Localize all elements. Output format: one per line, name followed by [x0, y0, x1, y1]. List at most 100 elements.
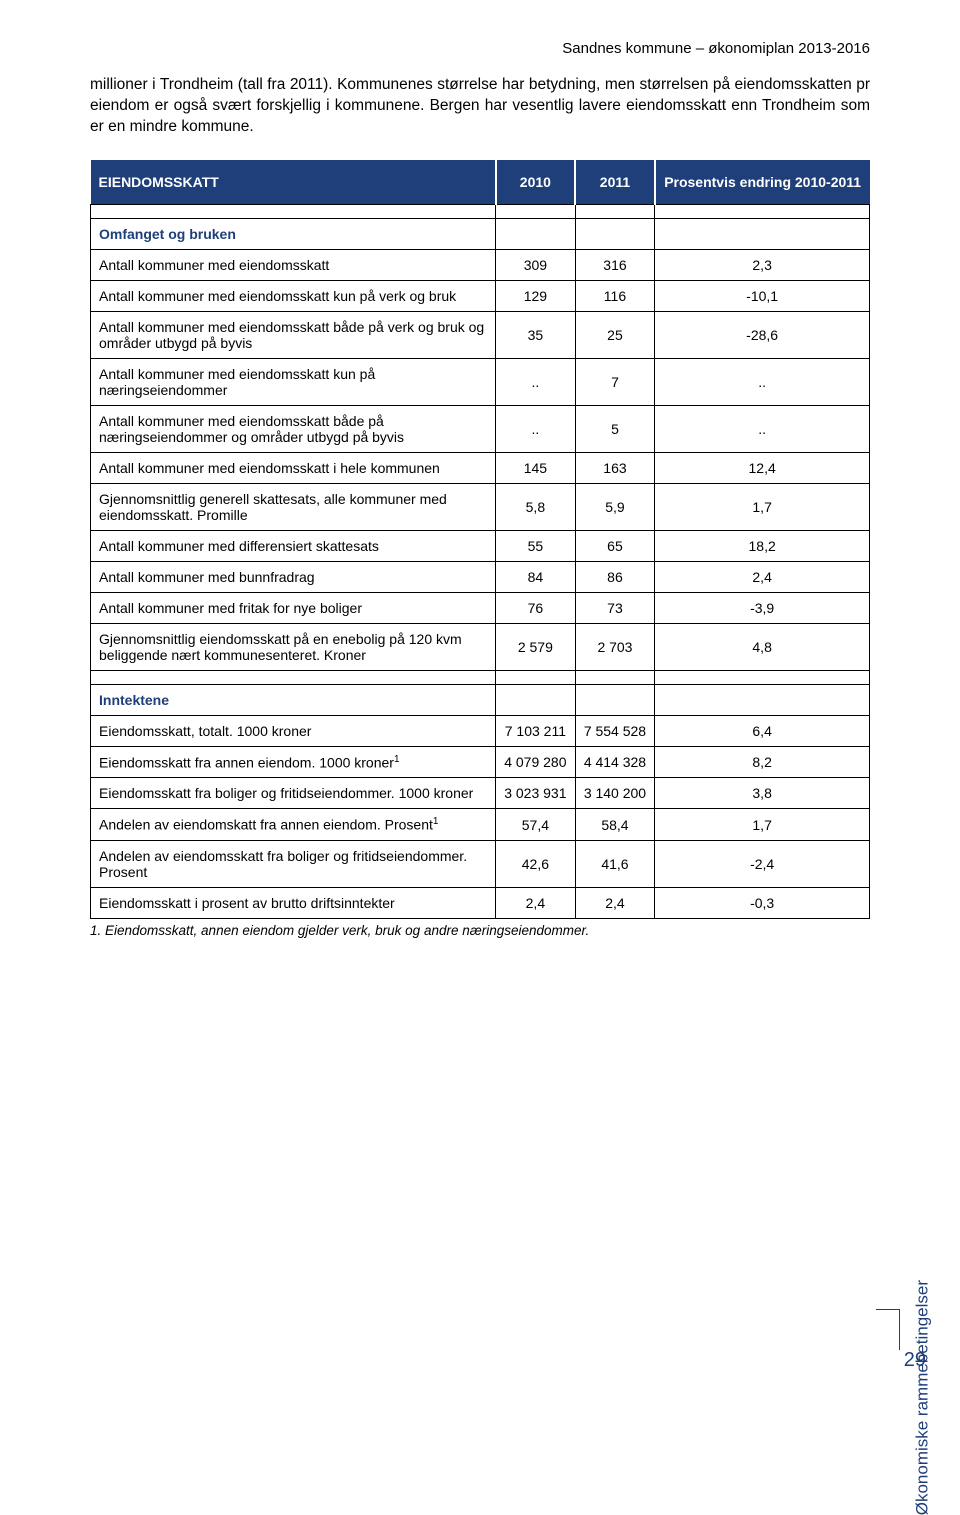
- eiendomsskatt-table: EIENDOMSSKATT 2010 2011 Prosentvis endri…: [90, 160, 870, 919]
- table-row: Antall kommuner med bunnfradrag84862,4: [91, 561, 870, 592]
- row-value: 7: [575, 358, 655, 405]
- table-header-row: EIENDOMSSKATT 2010 2011 Prosentvis endri…: [91, 160, 870, 205]
- row-value: 35: [496, 311, 576, 358]
- row-label: Antall kommuner med eiendomsskatt: [91, 249, 496, 280]
- row-value: 145: [496, 452, 576, 483]
- table-row: Antall kommuner med eiendomsskatt i hele…: [91, 452, 870, 483]
- table-row: Gjennomsnittlig generell skattesats, all…: [91, 483, 870, 530]
- row-value: -0,3: [655, 888, 870, 919]
- row-value: 2,3: [655, 249, 870, 280]
- row-label: Eiendomsskatt, totalt. 1000 kroner: [91, 715, 496, 746]
- table-row: Antall kommuner med eiendomsskatt kun på…: [91, 280, 870, 311]
- table-row: Gjennomsnittlig eiendomsskatt på en eneb…: [91, 623, 870, 670]
- row-value: -3,9: [655, 592, 870, 623]
- row-value: 73: [575, 592, 655, 623]
- table-row: Andelen av eiendomsskatt fra boliger og …: [91, 841, 870, 888]
- row-label: Eiendomsskatt i prosent av brutto drifts…: [91, 888, 496, 919]
- table-row: Eiendomsskatt fra annen eiendom. 1000 kr…: [91, 746, 870, 778]
- table-spacer-row: [91, 670, 870, 684]
- row-value: 3,8: [655, 778, 870, 809]
- table-section-row: Inntektene: [91, 684, 870, 715]
- table-section-row: Omfanget og bruken: [91, 218, 870, 249]
- table-row: Eiendomsskatt i prosent av brutto drifts…: [91, 888, 870, 919]
- side-section-label: Økonomiske rammebetingelser: [912, 1280, 932, 1515]
- row-value: 4,8: [655, 623, 870, 670]
- row-value: 2,4: [575, 888, 655, 919]
- row-value: 129: [496, 280, 576, 311]
- row-value: 12,4: [655, 452, 870, 483]
- row-value: 84: [496, 561, 576, 592]
- table-row: Antall kommuner med eiendomsskatt både p…: [91, 405, 870, 452]
- footnote-ref: 1: [394, 754, 400, 765]
- row-value: 316: [575, 249, 655, 280]
- row-value: 2,4: [496, 888, 576, 919]
- row-label: Antall kommuner med eiendomsskatt kun på…: [91, 358, 496, 405]
- row-value: 8,2: [655, 746, 870, 778]
- row-value: -2,4: [655, 841, 870, 888]
- row-value: 116: [575, 280, 655, 311]
- table-row: Antall kommuner med differensiert skatte…: [91, 530, 870, 561]
- row-label: Antall kommuner med eiendomsskatt både p…: [91, 405, 496, 452]
- col-head-label: EIENDOMSSKATT: [91, 160, 496, 205]
- row-value: 2 703: [575, 623, 655, 670]
- section-heading: Omfanget og bruken: [91, 218, 496, 249]
- row-value: ..: [496, 405, 576, 452]
- row-value: 6,4: [655, 715, 870, 746]
- row-label: Eiendomsskatt fra boliger og fritidseien…: [91, 778, 496, 809]
- document-header: Sandnes kommune – økonomiplan 2013-2016: [90, 40, 870, 57]
- row-label: Antall kommuner med eiendomsskatt både p…: [91, 311, 496, 358]
- row-value: 55: [496, 530, 576, 561]
- row-value: 1,7: [655, 483, 870, 530]
- side-rule-v: [899, 1310, 900, 1350]
- row-value: -10,1: [655, 280, 870, 311]
- row-value: 5: [575, 405, 655, 452]
- row-value: 1,7: [655, 809, 870, 841]
- table-row: Antall kommuner med fritak for nye bolig…: [91, 592, 870, 623]
- row-value: 18,2: [655, 530, 870, 561]
- row-label: Eiendomsskatt fra annen eiendom. 1000 kr…: [91, 746, 496, 778]
- row-label: Gjennomsnittlig eiendomsskatt på en eneb…: [91, 623, 496, 670]
- table-spacer-row: [91, 204, 870, 218]
- row-label: Antall kommuner med eiendomsskatt i hele…: [91, 452, 496, 483]
- table-row: Antall kommuner med eiendomsskatt kun på…: [91, 358, 870, 405]
- footnote-ref: 1: [433, 816, 439, 827]
- row-value: 76: [496, 592, 576, 623]
- table-row: Eiendomsskatt, totalt. 1000 kroner7 103 …: [91, 715, 870, 746]
- row-value: -28,6: [655, 311, 870, 358]
- row-value: 25: [575, 311, 655, 358]
- row-value: 58,4: [575, 809, 655, 841]
- row-value: 309: [496, 249, 576, 280]
- row-label: Antall kommuner med eiendomsskatt kun på…: [91, 280, 496, 311]
- page-number: 29: [904, 1349, 926, 1372]
- table-row: Eiendomsskatt fra boliger og fritidseien…: [91, 778, 870, 809]
- row-value: 3 023 931: [496, 778, 576, 809]
- table-row: Antall kommuner med eiendomsskatt både p…: [91, 311, 870, 358]
- row-value: 65: [575, 530, 655, 561]
- col-head-change: Prosentvis endring 2010-2011: [655, 160, 870, 205]
- col-head-2010: 2010: [496, 160, 576, 205]
- row-label: Antall kommuner med fritak for nye bolig…: [91, 592, 496, 623]
- row-value: 2,4: [655, 561, 870, 592]
- row-value: ..: [655, 405, 870, 452]
- col-head-2011: 2011: [575, 160, 655, 205]
- row-label: Gjennomsnittlig generell skattesats, all…: [91, 483, 496, 530]
- row-value: ..: [496, 358, 576, 405]
- row-value: 41,6: [575, 841, 655, 888]
- row-value: 7 103 211: [496, 715, 576, 746]
- row-value: 4 414 328: [575, 746, 655, 778]
- table-row: Andelen av eiendomskatt fra annen eiendo…: [91, 809, 870, 841]
- row-label: Andelen av eiendomsskatt fra boliger og …: [91, 841, 496, 888]
- side-rule-h: [876, 1309, 900, 1310]
- intro-paragraph: millioner i Trondheim (tall fra 2011). K…: [90, 75, 870, 138]
- row-value: 57,4: [496, 809, 576, 841]
- row-label: Andelen av eiendomskatt fra annen eiendo…: [91, 809, 496, 841]
- row-value: 2 579: [496, 623, 576, 670]
- row-value: 3 140 200: [575, 778, 655, 809]
- page: Sandnes kommune – økonomiplan 2013-2016 …: [0, 0, 960, 1400]
- row-label: Antall kommuner med differensiert skatte…: [91, 530, 496, 561]
- row-value: 4 079 280: [496, 746, 576, 778]
- table-footnote: 1. Eiendomsskatt, annen eiendom gjelder …: [90, 923, 870, 938]
- row-value: 7 554 528: [575, 715, 655, 746]
- row-value: ..: [655, 358, 870, 405]
- row-value: 86: [575, 561, 655, 592]
